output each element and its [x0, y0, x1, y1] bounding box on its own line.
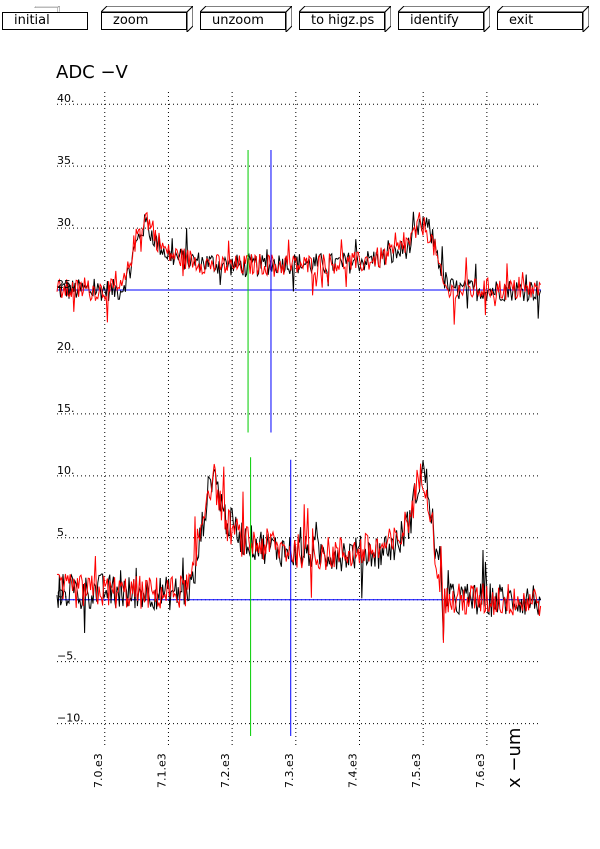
x-tick-label: 7.3.e3 [283, 753, 296, 788]
zoom-button-label: zoom [113, 13, 149, 28]
button-bevel [101, 6, 193, 32]
initial-button[interactable]: initial [2, 6, 94, 32]
y-tick-label: 30. [57, 216, 75, 229]
series-line-upper-black [56, 211, 542, 319]
y-tick-label: 40. [57, 92, 75, 105]
y-tick-label: −5. [57, 650, 77, 663]
y-tick-label: 5. [57, 526, 68, 539]
button-face [101, 12, 187, 30]
button-face [299, 12, 385, 30]
x-tick-labels: 7.0.e3 7.1.e3 7.2.e3 7.3.e3 7.4.e3 7.5.e3 7.6.… [92, 753, 487, 788]
x-tick-label: 7.4.e3 [347, 753, 360, 788]
exit-button[interactable]: exit [497, 6, 589, 32]
x-tick-label: 7.1.e3 [155, 753, 168, 788]
x-axis-title: x −um [504, 728, 525, 788]
button-face [497, 12, 583, 30]
to-higz-ps-button-label: to higz.ps [311, 13, 375, 28]
identify-button-label: identify [410, 13, 459, 28]
grid [57, 92, 541, 748]
x-tick-label: 7.5.e3 [410, 753, 423, 788]
series [56, 211, 542, 643]
y-tick-label: 20. [57, 340, 75, 353]
y-tick-label: 10. [57, 464, 75, 477]
x-tick-label: 7.0.e3 [92, 753, 105, 788]
button-face [2, 12, 88, 30]
button-bevel [34, 6, 60, 13]
toolbar: initial zoom unzoom to higz.ps identify [0, 0, 600, 40]
y-axis-title: ADC −V [56, 62, 129, 83]
y-tick-label: −10. [57, 712, 84, 725]
series-line-upper-red [56, 211, 542, 325]
y-tick-label: 25. [57, 278, 75, 291]
y-tick-label: 35. [57, 154, 75, 167]
to-higz-ps-button[interactable]: to higz.ps [299, 6, 391, 32]
button-face [398, 12, 484, 30]
unzoom-button[interactable]: unzoom [200, 6, 292, 32]
x-tick-label: 7.6.e3 [474, 753, 487, 788]
series-line-lower-red [56, 463, 542, 643]
button-face [200, 12, 286, 30]
y-tick-label: 0. [57, 588, 68, 601]
identify-button[interactable]: identify [398, 6, 490, 32]
markers [247, 150, 292, 736]
y-tick-labels: 40. 35. 30. 25. 20. 15. 10. 5. 0. −5. −10. [57, 92, 84, 724]
y-tick-label: 15. [57, 402, 75, 415]
exit-button-label: exit [509, 13, 534, 28]
initial-button-label: initial [14, 13, 50, 28]
zoom-button[interactable]: zoom [101, 6, 193, 32]
unzoom-button-label: unzoom [212, 13, 264, 28]
x-tick-label: 7.2.e3 [219, 753, 232, 788]
